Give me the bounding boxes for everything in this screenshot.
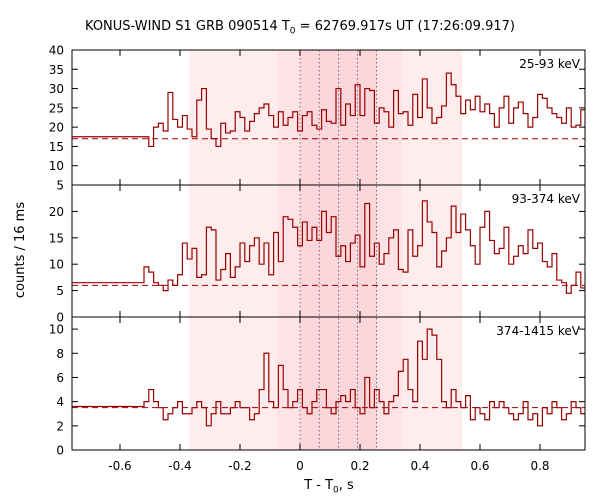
y-tick-label: 10 — [49, 258, 64, 272]
y-tick-label: 5 — [56, 179, 64, 193]
y-tick-label: 20 — [49, 121, 64, 135]
y-tick-label: 10 — [49, 159, 64, 173]
x-tick-label: -0.6 — [108, 459, 131, 473]
energy-band-label: 93-374 keV — [512, 192, 581, 206]
y-tick-label: 40 — [49, 44, 64, 58]
count-series-line — [72, 328, 585, 427]
panel-frame — [71, 316, 586, 451]
y-tick-label: 10 — [49, 323, 64, 337]
y-tick-label: 15 — [49, 140, 64, 154]
y-tick-label: 4 — [56, 395, 64, 409]
x-tick-label: 0.2 — [350, 459, 369, 473]
y-tick-label: 0 — [56, 311, 64, 325]
x-tick-label: -0.4 — [168, 459, 191, 473]
y-tick-label: 8 — [56, 347, 64, 361]
chart-title-subscript: 0 — [289, 26, 296, 37]
y-tick-label: 15 — [49, 231, 64, 245]
y-tick-label: 5 — [56, 284, 64, 298]
count-series-line — [72, 200, 585, 294]
x-tick-label: 0 — [296, 459, 304, 473]
x-axis-label-main: T - T — [304, 478, 334, 493]
y-tick-label: 6 — [56, 371, 64, 385]
y-tick-label: 30 — [49, 82, 64, 96]
x-tick-label: 0.8 — [530, 459, 549, 473]
chart-title-main: KONUS-WIND S1 GRB 090514 T — [85, 19, 290, 34]
x-axis-label: T - T0, s — [0, 478, 600, 496]
y-tick-label: 25 — [49, 101, 64, 115]
y-tick-label: 20 — [49, 205, 64, 219]
energy-band-label: 374-1415 keV — [496, 324, 580, 338]
y-tick-label: 0 — [56, 444, 64, 458]
x-tick-label: -0.2 — [228, 459, 251, 473]
count-series-line — [72, 72, 585, 148]
y-axis-label: counts / 16 ms — [13, 201, 28, 299]
x-axis-label-rest: , s — [338, 478, 354, 493]
x-axis-label-subscript: 0 — [333, 485, 339, 496]
energy-band-label: 25-93 keV — [519, 57, 581, 71]
chart-title: KONUS-WIND S1 GRB 090514 T0 = 62769.917s… — [0, 19, 600, 37]
x-tick-label: 0.4 — [410, 459, 429, 473]
x-tick-label: 0.6 — [470, 459, 489, 473]
y-tick-label: 35 — [49, 63, 64, 77]
y-tick-label: 2 — [56, 419, 64, 433]
chart-title-rest: = 62769.917s UT (17:26:09.917) — [295, 19, 515, 34]
